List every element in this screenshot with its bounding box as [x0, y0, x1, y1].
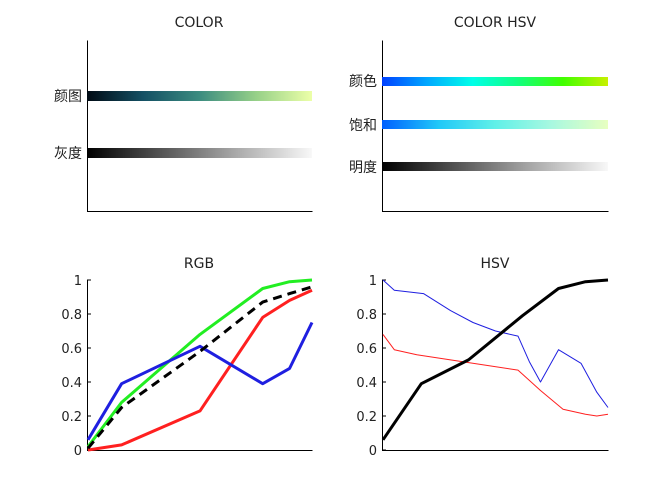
- color-hsv-panel: COLOR HSV 颜色 饱和 明度: [349, 15, 609, 212]
- rgb-series-line-red: [87, 288, 313, 452]
- rgb-y-tick-label: 0: [74, 444, 82, 459]
- colormap-label-gray: 灰度: [54, 146, 82, 162]
- rgb-y-tick-label: 0.2: [61, 410, 82, 425]
- rgb-series-line-green: [86, 278, 313, 448]
- hsv-y-tick-label: 0.6: [356, 342, 377, 357]
- hsv-y-tick-label: 0.4: [356, 376, 377, 391]
- rgb-series-line-black: [86, 285, 313, 450]
- colormap-bar-gray: [87, 148, 312, 158]
- color-panel-title: COLOR: [175, 15, 224, 31]
- rgb-y-tick-label: 1: [74, 274, 82, 289]
- rgb-y-ticks: 0 0.2 0.4 0.6 0.8 1: [61, 274, 91, 459]
- hsv-series-line-red: [382, 334, 609, 417]
- hsv-y-tick-label: 0.8: [356, 308, 377, 323]
- hsv-panel-title: HSV: [481, 256, 510, 272]
- color-panel-axes: [87, 40, 313, 212]
- rgb-panel: RGB 0 0.2 0.4 0.6 0.8 1: [61, 256, 314, 459]
- hsv-series: [381, 278, 609, 441]
- colormap-bar-color: [87, 91, 312, 101]
- hsv-y-tick-label: 0.2: [356, 410, 377, 425]
- color-hsv-panel-title: COLOR HSV: [454, 15, 537, 31]
- colormap-bar-value: [382, 162, 608, 171]
- rgb-panel-title: RGB: [184, 256, 214, 272]
- hsv-series-line-blue: [382, 279, 609, 408]
- hsv-panel: HSV 0 0.2 0.4 0.6 0.8 1: [356, 256, 609, 459]
- hsv-y-tick-label: 0: [369, 444, 377, 459]
- colormap-label-color: 颜图: [54, 89, 82, 105]
- rgb-y-tick-label: 0.8: [61, 308, 82, 323]
- hsv-panel-axes: [382, 280, 609, 451]
- colormap-bar-saturation: [382, 120, 608, 129]
- hsv-y-tick-label: 1: [369, 274, 377, 289]
- rgb-y-tick-label: 0.6: [61, 342, 82, 357]
- colormap-label-saturation: 饱和: [349, 118, 377, 134]
- rgb-y-tick-label: 0.4: [61, 376, 82, 391]
- colormap-label-hue: 颜色: [349, 73, 377, 90]
- color-panel: COLOR 颜图 灰度: [54, 15, 313, 212]
- color-hsv-panel-axes: [382, 40, 609, 212]
- hsv-y-ticks: 0 0.2 0.4 0.6 0.8 1: [356, 274, 386, 459]
- rgb-series-line-blue: [86, 321, 314, 441]
- colormap-label-value: 明度: [349, 160, 377, 176]
- hsv-series-line-black: [381, 278, 609, 441]
- rgb-series: [86, 278, 314, 452]
- colormap-bar-hue: [382, 77, 608, 86]
